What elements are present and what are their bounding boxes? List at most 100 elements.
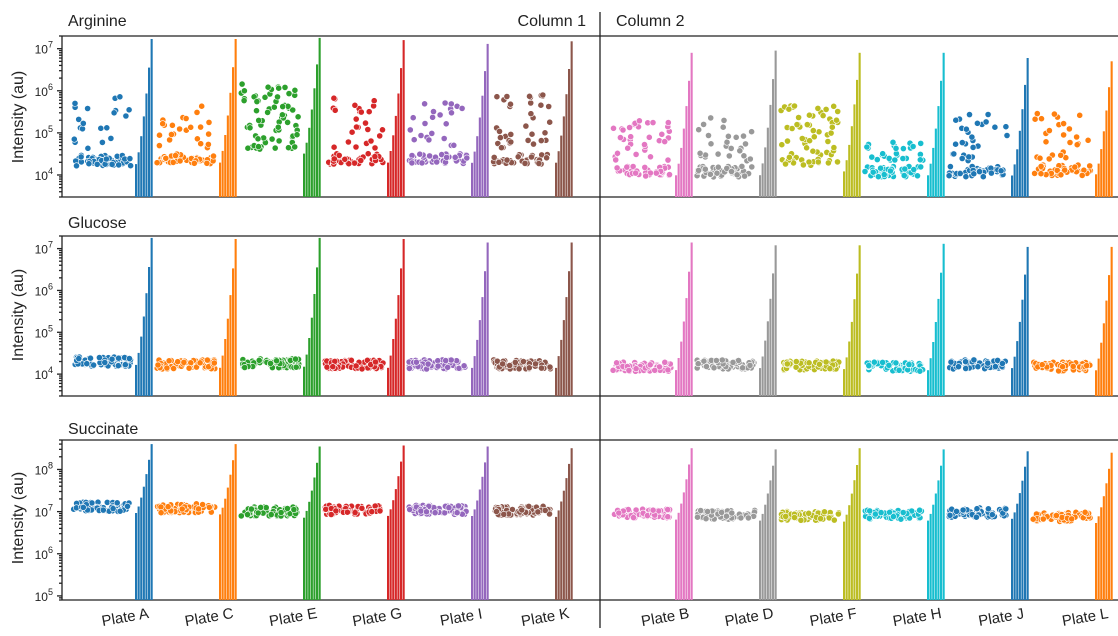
data-point — [253, 98, 261, 105]
data-point — [495, 158, 503, 166]
bar-mark — [929, 163, 932, 197]
bar-mark — [224, 498, 227, 600]
data-point — [958, 139, 966, 146]
bar-mark — [848, 505, 851, 600]
data-point — [879, 358, 886, 366]
data-point — [745, 514, 752, 522]
data-point — [155, 142, 163, 149]
bar-mark — [400, 461, 403, 600]
data-point — [271, 144, 279, 152]
bar-mark — [929, 358, 932, 396]
data-point — [817, 515, 824, 522]
y-tick-label: 105 — [35, 124, 53, 141]
data-point — [821, 508, 828, 516]
data-point — [815, 128, 823, 136]
data-point — [736, 147, 744, 155]
data-point — [1069, 362, 1077, 370]
data-point — [96, 354, 103, 361]
data-point — [103, 124, 111, 132]
bar-mark — [484, 71, 487, 197]
data-point — [714, 163, 722, 171]
data-point — [746, 361, 754, 369]
data-point — [410, 136, 418, 144]
data-point — [170, 365, 177, 372]
bar-mark — [682, 128, 685, 197]
data-point — [274, 123, 282, 131]
data-point — [695, 166, 702, 174]
bar-mark — [397, 295, 400, 396]
data-point — [443, 153, 450, 161]
bar-mark — [316, 462, 319, 600]
data-point — [1036, 154, 1044, 162]
data-point — [124, 502, 131, 510]
bar-mark — [303, 153, 306, 197]
data-point — [963, 125, 970, 133]
bar-mark — [680, 503, 683, 600]
data-point — [873, 156, 881, 163]
data-point — [1053, 512, 1060, 519]
data-point — [700, 121, 707, 128]
bar-mark — [1097, 163, 1100, 197]
bar-mark — [562, 116, 565, 197]
data-point — [899, 509, 907, 516]
data-point — [647, 153, 654, 161]
data-point — [358, 504, 366, 512]
data-point — [834, 108, 842, 115]
data-point — [897, 515, 905, 523]
data-point — [885, 361, 893, 369]
data-point — [210, 359, 218, 367]
plate-label: Plate J — [977, 605, 1025, 630]
bar-mark — [219, 367, 222, 396]
bar-mark — [675, 370, 678, 396]
data-point — [441, 99, 449, 107]
data-point — [870, 358, 878, 366]
bar-mark — [853, 104, 856, 197]
data-point — [891, 156, 899, 164]
bar-mark — [389, 355, 392, 396]
bar-mark — [1016, 341, 1019, 396]
data-point — [1002, 123, 1010, 131]
bar-mark — [555, 516, 558, 600]
data-point — [541, 506, 549, 514]
column-2-header: Column 2 — [616, 13, 685, 30]
bar-mark — [843, 171, 846, 197]
data-point — [84, 144, 92, 152]
data-point — [75, 355, 83, 362]
bar-mark — [232, 67, 235, 197]
bar-mark — [858, 52, 861, 197]
series-plate-e — [239, 237, 321, 396]
bar-mark — [568, 271, 571, 396]
data-point — [514, 153, 522, 161]
bar-mark — [850, 493, 853, 600]
data-point — [748, 163, 756, 171]
data-point — [783, 360, 791, 368]
data-point — [916, 367, 924, 375]
data-point — [1029, 515, 1037, 523]
data-point — [953, 507, 960, 515]
bar-mark — [486, 43, 489, 198]
data-point — [345, 160, 353, 168]
data-point — [329, 363, 337, 371]
data-point — [71, 100, 79, 107]
data-point — [255, 143, 262, 150]
data-point — [367, 137, 375, 145]
bar-mark — [940, 272, 943, 396]
data-point — [664, 506, 672, 513]
plate-label: Plate G — [351, 605, 403, 630]
data-point — [255, 356, 263, 364]
data-point — [947, 358, 955, 366]
data-point — [113, 499, 121, 507]
data-point — [246, 124, 254, 132]
bar-mark — [1102, 496, 1105, 600]
data-point — [412, 358, 420, 366]
bar-mark — [229, 295, 232, 396]
bar-mark — [761, 163, 764, 197]
data-point — [541, 129, 549, 137]
data-point — [522, 122, 530, 130]
bar-mark — [856, 465, 859, 600]
data-point — [198, 102, 206, 110]
data-point — [99, 506, 107, 514]
data-point — [1051, 110, 1058, 118]
bar-mark — [140, 336, 143, 396]
